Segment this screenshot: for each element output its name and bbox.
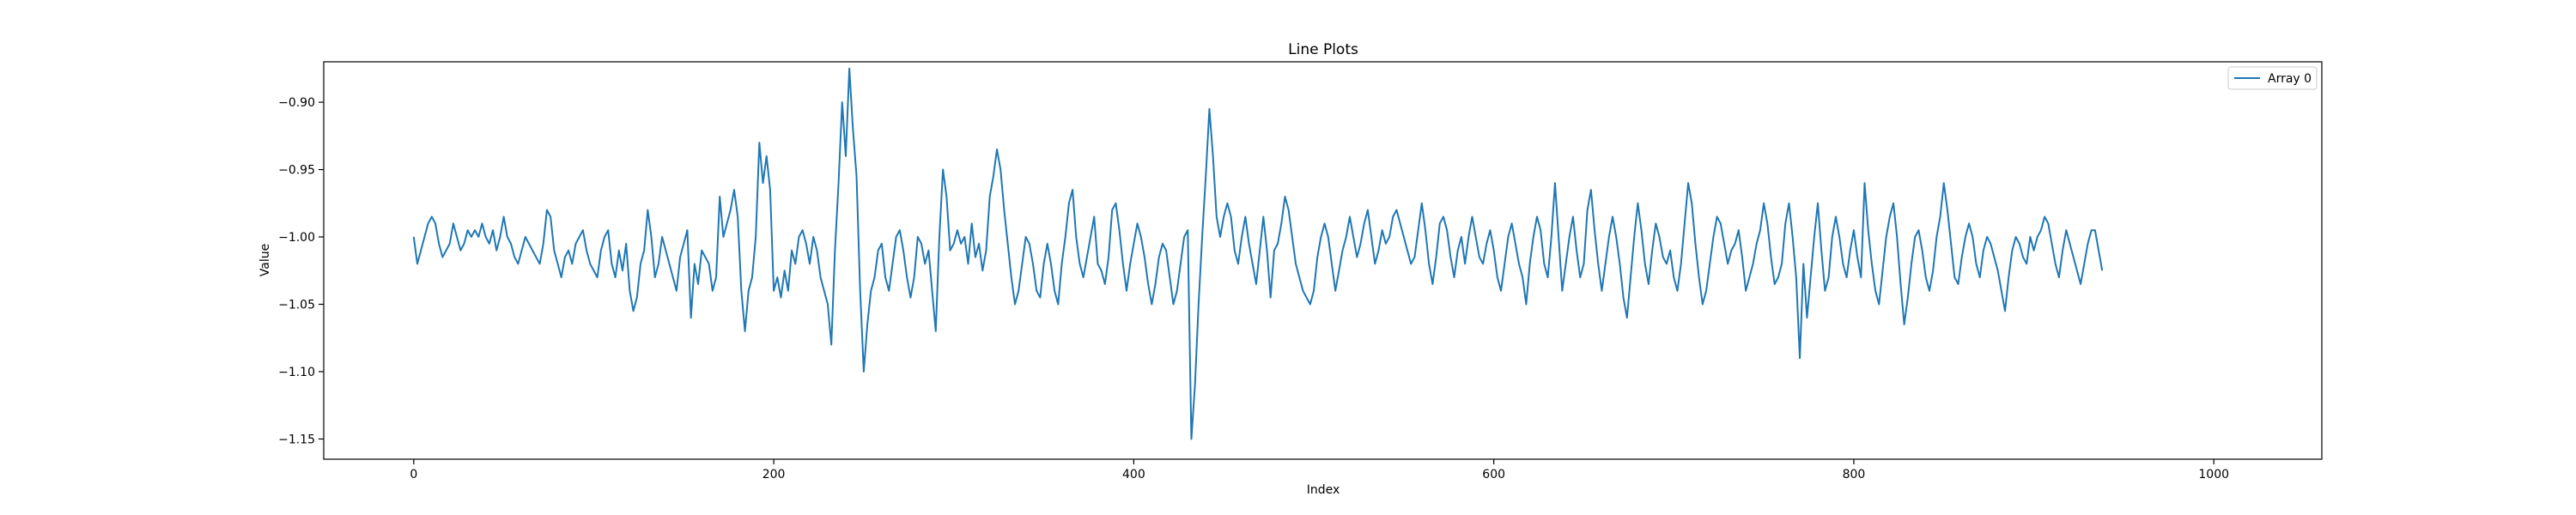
series-line-array-0 [412,67,2104,440]
y-tick-label: −1.00 [278,231,315,245]
legend-box [2227,66,2318,90]
y-axis-label: Value [258,244,272,276]
x-tick-label: 200 [762,468,786,482]
x-tick-label: 600 [1482,468,1505,482]
chart-title: Line Plots [1288,41,1358,58]
y-tick-label: −0.90 [278,96,315,110]
y-tick-label: −1.15 [278,433,315,446]
x-tick-label: 0 [410,468,417,482]
series-layer [412,67,2104,440]
plot-area [323,61,2323,460]
y-axis: −1.15 −1.10 −1.05 −1.00 −0.95 −0.90 [278,96,324,446]
x-axis: 0 200 400 600 800 1000 [410,459,2229,482]
x-tick-label: 800 [1843,468,1866,482]
x-axis-label: Index [1307,483,1340,497]
y-tick-label: −0.95 [278,164,315,178]
x-tick-label: 1000 [2198,468,2229,482]
y-tick-label: −1.05 [278,299,315,312]
legend: Array 0 [2227,66,2318,90]
legend-label-array-0: Array 0 [2268,72,2312,86]
x-tick-label: 400 [1122,468,1145,482]
y-tick-label: −1.10 [278,366,315,379]
